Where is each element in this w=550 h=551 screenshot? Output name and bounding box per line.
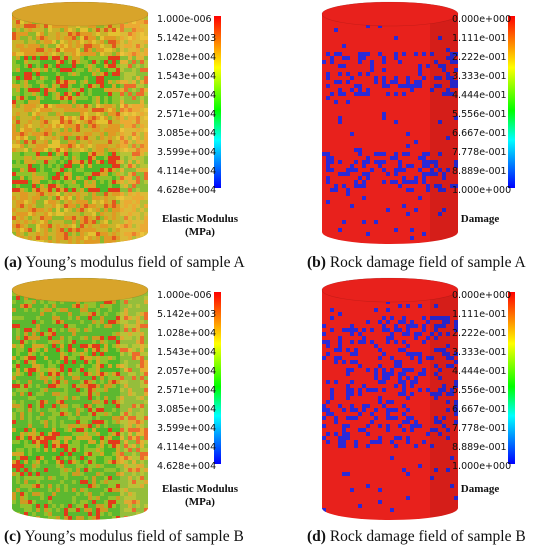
caption: (d) Rock damage field of sample B [307, 528, 526, 546]
legend-title: Elastic Modulus (MPa) [150, 213, 250, 239]
colorbar-tick: 3.599e+004 [157, 423, 217, 434]
colorbar-tick: 0.000e+000 [452, 14, 512, 25]
caption: (c) Young’s modulus field of sample B [4, 528, 244, 546]
colorbar-tick: 2.222e-001 [452, 52, 507, 63]
caption-letter: (d) [307, 528, 326, 545]
colorbar-tick: 8.889e-001 [452, 442, 507, 453]
caption: (b) Rock damage field of sample A [307, 254, 526, 272]
colorbar-tick: 4.628e+004 [157, 461, 217, 472]
legend-title: Damage [440, 213, 520, 226]
colorbar-tick: 1.028e+004 [157, 328, 217, 339]
colorbar-tick: 6.667e-001 [452, 404, 507, 415]
colorbar-tick: 2.571e+004 [157, 385, 217, 396]
colorbar-tick: 3.085e+004 [157, 128, 217, 139]
colorbar-tick: 1.028e+004 [157, 52, 217, 63]
colorbar-tick: 1.000e-006 [157, 14, 212, 25]
colorbar-tick: 1.111e-001 [452, 309, 507, 320]
colorbar-tick: 3.085e+004 [157, 404, 217, 415]
caption-text: Young’s modulus field of sample B [21, 528, 244, 545]
colorbar-tick: 1.543e+004 [157, 347, 217, 358]
legend-title: Damage [440, 483, 520, 496]
panel-a: 1.000e-006 5.142e+003 1.028e+004 1.543e+… [0, 0, 275, 275]
caption-text: Young’s modulus field of sample A [22, 254, 245, 271]
caption-text: Rock damage field of sample B [325, 528, 526, 545]
legend-title-line: Elastic Modulus [161, 483, 239, 495]
colorbar [214, 292, 221, 464]
colorbar-tick: 1.000e+000 [452, 185, 512, 196]
colorbar-tick: 8.889e-001 [452, 166, 507, 177]
colorbar-tick: 5.142e+003 [157, 33, 217, 44]
legend-title-unit: (MPa) [185, 226, 215, 238]
caption-letter: (b) [307, 254, 326, 271]
colorbar-tick: 4.444e-001 [452, 366, 507, 377]
sample-b-damage-cylinder [321, 277, 459, 520]
panel-d: 0.000e+000 1.111e-001 2.222e-001 3.333e-… [275, 276, 550, 551]
colorbar [214, 16, 221, 188]
colorbar-tick: 4.114e+004 [157, 442, 217, 453]
colorbar-tick: 5.556e-001 [452, 109, 507, 120]
panel-c: 1.000e-006 5.142e+003 1.028e+004 1.543e+… [0, 276, 275, 551]
colorbar-tick: 5.142e+003 [157, 309, 217, 320]
colorbar-tick: 3.333e-001 [452, 347, 507, 358]
sample-a-modulus-cylinder [11, 1, 149, 244]
colorbar-tick: 1.111e-001 [452, 33, 507, 44]
colorbar-tick: 7.778e-001 [452, 147, 507, 158]
caption: (a) Young’s modulus field of sample A [4, 254, 245, 272]
caption-letter: (c) [4, 528, 22, 545]
colorbar-tick: 3.333e-001 [452, 71, 507, 82]
colorbar-tick: 1.543e+004 [157, 71, 217, 82]
colorbar-tick: 2.222e-001 [452, 328, 507, 339]
panel-b: 0.000e+000 1.111e-001 2.222e-001 3.333e-… [275, 0, 550, 275]
colorbar-tick: 1.000e-006 [157, 290, 212, 301]
sample-b-modulus-cylinder [11, 277, 149, 520]
colorbar-tick: 2.057e+004 [157, 366, 217, 377]
legend-title-line: Damage [460, 213, 500, 225]
legend-title-line: Damage [460, 483, 500, 495]
legend-title-line: Elastic Modulus [161, 213, 239, 225]
colorbar-tick: 7.778e-001 [452, 423, 507, 434]
colorbar-tick: 4.114e+004 [157, 166, 217, 177]
caption-letter: (a) [4, 254, 23, 271]
colorbar [508, 292, 515, 464]
colorbar [508, 16, 515, 188]
legend-title-unit: (MPa) [185, 496, 215, 508]
colorbar-tick: 4.628e+004 [157, 185, 217, 196]
colorbar-tick: 5.556e-001 [452, 385, 507, 396]
colorbar-tick: 6.667e-001 [452, 128, 507, 139]
legend-title: Elastic Modulus (MPa) [150, 483, 250, 509]
colorbar-tick: 2.571e+004 [157, 109, 217, 120]
colorbar-tick: 4.444e-001 [452, 90, 507, 101]
caption-text: Rock damage field of sample A [325, 254, 526, 271]
colorbar-tick: 2.057e+004 [157, 90, 217, 101]
colorbar-tick: 0.000e+000 [452, 290, 512, 301]
colorbar-tick: 1.000e+000 [452, 461, 512, 472]
colorbar-tick: 3.599e+004 [157, 147, 217, 158]
sample-a-damage-cylinder [321, 1, 459, 244]
